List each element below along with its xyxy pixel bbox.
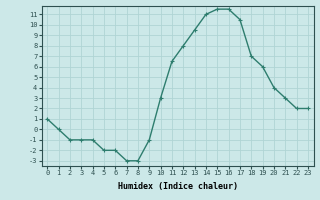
- X-axis label: Humidex (Indice chaleur): Humidex (Indice chaleur): [118, 182, 237, 191]
